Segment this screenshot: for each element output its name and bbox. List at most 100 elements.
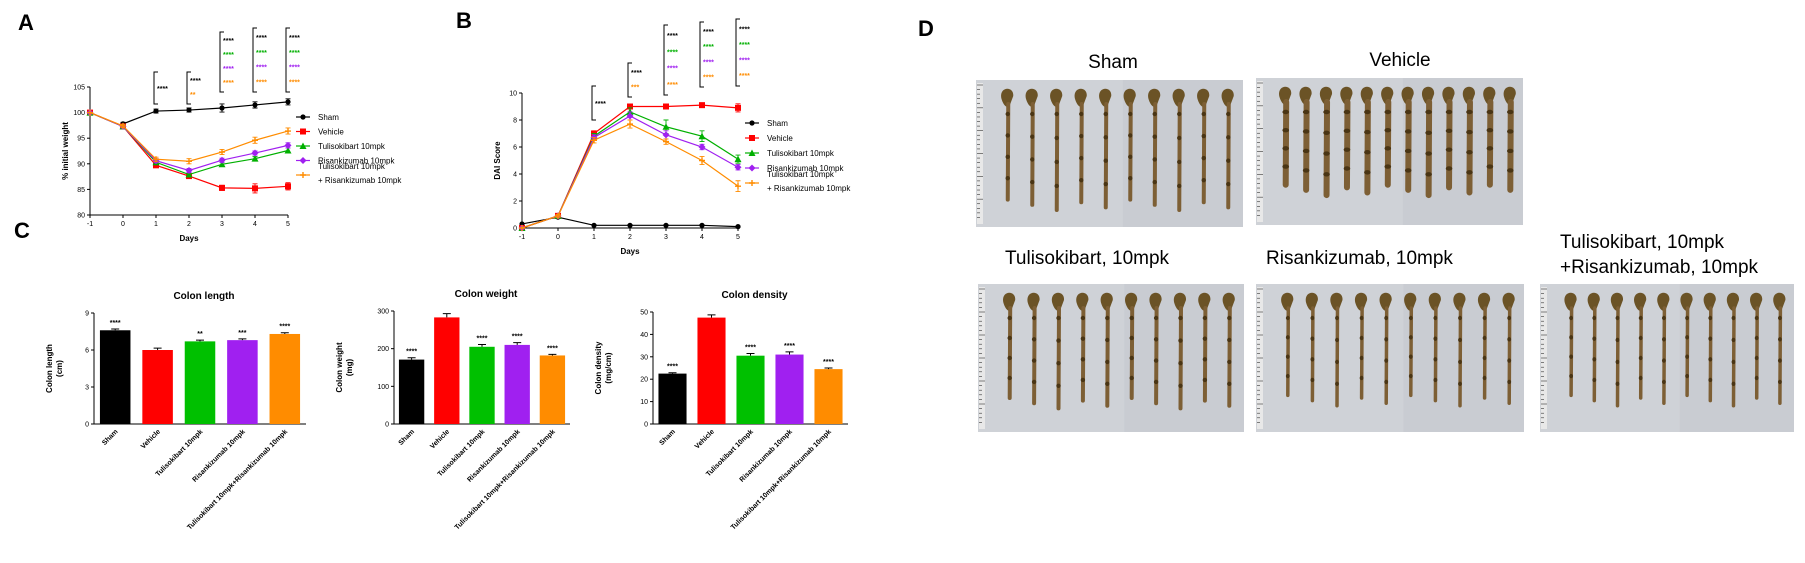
significance-stars: **** bbox=[703, 74, 714, 81]
legend-entry: Tulisokibart 10mpk bbox=[767, 149, 835, 158]
series-line bbox=[521, 111, 739, 229]
series-line bbox=[521, 123, 739, 229]
legend-marker bbox=[300, 128, 306, 135]
significance-stars: **** bbox=[667, 33, 678, 40]
significance-bracket bbox=[735, 18, 740, 87]
chart-title: Colon density bbox=[721, 290, 788, 301]
data-point bbox=[251, 155, 259, 162]
legend-entry: Risankizumab 10mpk bbox=[318, 157, 395, 166]
y-tick-label: 20 bbox=[640, 377, 648, 384]
significance-bracket bbox=[663, 24, 668, 96]
significance-stars: **** bbox=[739, 42, 750, 49]
data-point bbox=[285, 99, 291, 105]
series-line bbox=[89, 112, 289, 176]
significance-stars: **** bbox=[157, 86, 168, 93]
data-point bbox=[218, 160, 226, 168]
data-point bbox=[699, 222, 705, 228]
panel-label-c: C bbox=[14, 218, 30, 243]
data-point bbox=[252, 102, 258, 108]
photo-caption-tulisokibart: Tulisokibart, 10mpk bbox=[1005, 248, 1170, 269]
error-bar bbox=[785, 351, 794, 355]
significance-stars: **** bbox=[256, 50, 267, 57]
error-bar bbox=[280, 332, 289, 334]
y-tick-label: 50 bbox=[640, 310, 648, 317]
category-label: Vehicle bbox=[429, 428, 451, 450]
data-point bbox=[153, 108, 159, 114]
y-tick-label: 90 bbox=[77, 161, 85, 168]
significance-stars: **** bbox=[256, 35, 267, 42]
y-axis-unit: (cm) bbox=[55, 360, 64, 377]
category-label: Sham bbox=[398, 428, 416, 446]
y-tick-label: 85 bbox=[77, 187, 85, 194]
significance-stars: **** bbox=[110, 320, 121, 327]
error-bar bbox=[513, 342, 522, 345]
y-axis-label: Colon density bbox=[594, 341, 603, 394]
bar bbox=[142, 350, 173, 424]
data-point bbox=[219, 105, 225, 111]
bar bbox=[775, 354, 804, 424]
x-axis-label: Days bbox=[620, 247, 640, 256]
y-tick-label: 6 bbox=[513, 145, 517, 152]
significance-stars: **** bbox=[595, 101, 606, 108]
significance-stars: **** bbox=[631, 70, 642, 77]
legend-entry: Tulisokibart 10mpk bbox=[767, 170, 835, 179]
y-tick-label: 4 bbox=[513, 172, 517, 179]
photo-tulisokibart bbox=[978, 284, 1244, 432]
data-point bbox=[698, 143, 706, 151]
data-point bbox=[626, 112, 634, 120]
legend-marker bbox=[749, 180, 755, 186]
error-bar bbox=[668, 372, 677, 374]
significance-stars: **** bbox=[279, 324, 290, 331]
y-tick-label: 100 bbox=[377, 384, 389, 391]
data-point bbox=[120, 122, 126, 129]
data-point bbox=[662, 123, 670, 130]
legend-entry: Sham bbox=[318, 113, 339, 122]
significance-bracket bbox=[219, 31, 224, 93]
series-line bbox=[521, 115, 739, 229]
x-tick-label: 2 bbox=[187, 221, 191, 228]
data-point bbox=[251, 149, 259, 157]
bar bbox=[99, 330, 131, 424]
data-point bbox=[87, 109, 93, 116]
significance-stars: **** bbox=[289, 50, 300, 57]
significance-bracket bbox=[627, 62, 632, 98]
x-tick-label: -1 bbox=[87, 221, 93, 228]
data-point bbox=[591, 222, 597, 228]
x-tick-label: 3 bbox=[664, 234, 668, 241]
photo-risankizumab bbox=[1256, 284, 1524, 432]
error-bar bbox=[548, 353, 557, 356]
significance-bracket bbox=[153, 71, 158, 105]
bar bbox=[504, 344, 530, 424]
y-tick-label: 6 bbox=[85, 348, 89, 355]
data-point bbox=[699, 157, 705, 164]
significance-stars: **** bbox=[667, 66, 678, 73]
significance-stars: **** bbox=[667, 49, 678, 56]
data-point bbox=[153, 156, 159, 163]
error-bar bbox=[153, 347, 162, 350]
data-point bbox=[186, 107, 192, 113]
category-label: Vehicle bbox=[694, 428, 716, 450]
error-bar bbox=[196, 339, 204, 342]
data-point bbox=[698, 132, 706, 140]
y-tick-label: 9 bbox=[85, 311, 89, 318]
x-tick-label: 4 bbox=[700, 234, 704, 241]
data-point bbox=[186, 158, 192, 165]
y-tick-label: 40 bbox=[640, 332, 648, 339]
legend-marker bbox=[299, 142, 307, 149]
chart-title: Colon weight bbox=[455, 289, 518, 300]
data-point bbox=[735, 104, 741, 111]
data-point bbox=[218, 156, 226, 164]
error-bar bbox=[478, 344, 486, 347]
data-point bbox=[284, 146, 292, 154]
x-tick-label: 4 bbox=[253, 221, 257, 228]
x-tick-label: 1 bbox=[154, 221, 158, 228]
y-axis-label: % initial weight bbox=[61, 122, 70, 180]
bar bbox=[184, 341, 216, 424]
data-point bbox=[519, 225, 525, 231]
significance-stars: **** bbox=[289, 80, 300, 87]
significance-bracket bbox=[186, 71, 191, 105]
x-tick-label: 1 bbox=[592, 234, 596, 241]
legend-marker bbox=[300, 114, 306, 120]
legend-marker bbox=[300, 172, 306, 178]
